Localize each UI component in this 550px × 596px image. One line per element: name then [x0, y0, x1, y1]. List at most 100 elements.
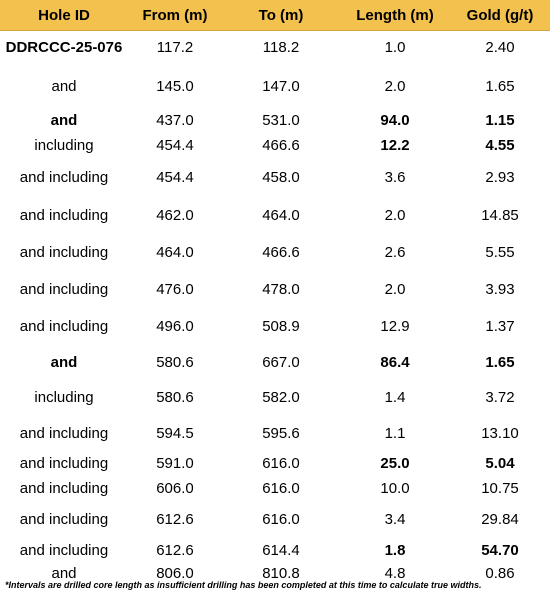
cell-to: 147.0 [262, 77, 300, 95]
cell-length: 1.8 [384, 541, 406, 559]
table-row: including 580.6 582.0 1.4 3.72 [0, 380, 550, 415]
table-row: and including 612.6 616.0 3.4 29.84 [0, 501, 550, 538]
cell-length: 1.4 [384, 389, 406, 406]
cell-length: 4.8 [384, 564, 406, 582]
cell-length: 86.4 [380, 354, 410, 371]
cell-from: 580.6 [156, 389, 194, 406]
table-row: and including 462.0 464.0 2.0 14.85 [0, 196, 550, 234]
cell-gold: 5.04 [485, 455, 515, 472]
cell-hole-id: and [50, 112, 78, 129]
cell-hole-id: and including [19, 281, 109, 298]
cell-gold: 1.15 [485, 112, 515, 129]
cell-gold: 13.10 [481, 424, 519, 442]
cell-to: 616.0 [262, 511, 300, 528]
cell-to: 478.0 [262, 281, 300, 298]
cell-to: 614.4 [262, 541, 300, 559]
table-row: and 437.0 531.0 94.0 1.15 [0, 108, 550, 133]
footnote: *Intervals are drilled core length as in… [5, 580, 482, 590]
cell-from: 606.0 [156, 480, 194, 497]
cell-hole-id: and [51, 564, 77, 582]
table-row: and including 464.0 466.6 2.6 5.55 [0, 234, 550, 271]
cell-to: 582.0 [262, 389, 300, 406]
drill-results-table: Hole ID From (m) To (m) Length (m) Gold … [0, 0, 550, 584]
cell-hole-id: and including [19, 424, 109, 442]
cell-hole-id: and including [19, 511, 109, 528]
cell-from: 117.2 [156, 39, 194, 56]
cell-to: 810.8 [262, 564, 300, 582]
cell-hole-id: including [34, 389, 94, 406]
cell-hole-id: and including [19, 168, 109, 186]
table-row: and including 606.0 616.0 10.0 10.75 [0, 476, 550, 501]
table-row: and 806.0 810.8 4.8 0.86 [0, 562, 550, 584]
cell-length: 12.2 [380, 137, 410, 154]
cell-hole-id: and including [19, 244, 109, 261]
header-length: Length (m) [356, 6, 434, 24]
header-to: To (m) [258, 6, 304, 24]
cell-length: 12.9 [380, 318, 410, 335]
cell-to: 616.0 [262, 480, 300, 497]
cell-length: 2.0 [384, 206, 406, 224]
cell-to: 458.0 [262, 168, 300, 186]
table-row: and 145.0 147.0 2.0 1.65 [0, 64, 550, 108]
cell-gold: 1.37 [485, 318, 515, 335]
header-gold: Gold (g/t) [466, 6, 534, 24]
cell-gold: 10.75 [481, 480, 519, 497]
cell-length: 3.4 [384, 511, 406, 528]
cell-from: 612.6 [156, 511, 194, 528]
cell-hole-id: and including [19, 455, 109, 472]
cell-from: 496.0 [156, 318, 194, 335]
cell-length: 2.0 [384, 281, 406, 298]
table-row: including 454.4 466.6 12.2 4.55 [0, 133, 550, 158]
cell-length: 94.0 [380, 112, 410, 129]
cell-from: 594.5 [156, 424, 194, 442]
cell-hole-id: DDRCCC-25-076 [5, 39, 123, 56]
cell-gold: 54.70 [481, 541, 519, 559]
cell-hole-id: and including [19, 541, 109, 559]
cell-from: 612.6 [156, 541, 194, 559]
cell-gold: 4.55 [485, 137, 515, 154]
table-row: and including 496.0 508.9 12.9 1.37 [0, 308, 550, 345]
cell-gold: 29.84 [481, 511, 519, 528]
cell-gold: 5.55 [485, 244, 515, 261]
cell-gold: 1.65 [485, 77, 515, 95]
cell-to: 667.0 [262, 354, 300, 371]
cell-length: 2.6 [384, 244, 406, 261]
cell-hole-id: and including [19, 480, 109, 497]
cell-to: 531.0 [262, 112, 300, 129]
cell-length: 2.0 [384, 77, 406, 95]
cell-gold: 2.93 [485, 168, 515, 186]
cell-length: 1.0 [384, 39, 406, 56]
table-row: and 580.6 667.0 86.4 1.65 [0, 345, 550, 380]
table-row: and including 476.0 478.0 2.0 3.93 [0, 271, 550, 308]
cell-hole-id: and including [19, 206, 109, 224]
table-row: and including 454.4 458.0 3.6 2.93 [0, 158, 550, 196]
cell-to: 466.6 [262, 244, 300, 261]
header-hole-id: Hole ID [38, 6, 90, 24]
cell-gold: 2.40 [485, 39, 515, 56]
cell-from: 454.4 [156, 137, 194, 154]
cell-gold: 1.65 [485, 354, 515, 371]
cell-to: 595.6 [262, 424, 300, 442]
cell-gold: 0.86 [485, 564, 515, 582]
cell-length: 25.0 [380, 455, 410, 472]
cell-hole-id: and [51, 77, 77, 95]
cell-from: 437.0 [156, 112, 194, 129]
cell-length: 10.0 [380, 480, 410, 497]
cell-gold: 3.93 [485, 281, 515, 298]
table-body: DDRCCC-25-076 117.2 118.2 1.0 2.40 and 145.0 14… [0, 31, 550, 584]
cell-from: 591.0 [156, 455, 194, 472]
cell-to: 616.0 [262, 455, 300, 472]
cell-from: 454.4 [156, 168, 194, 186]
cell-gold: 14.85 [481, 206, 519, 224]
cell-from: 806.0 [156, 564, 194, 582]
table-header-row: Hole ID From (m) To (m) Length (m) Gold … [0, 0, 550, 31]
header-from: From (m) [142, 6, 208, 24]
cell-length: 3.6 [384, 168, 406, 186]
cell-length: 1.1 [384, 424, 406, 442]
cell-hole-id: and [50, 354, 78, 371]
table-row: and including 591.0 616.0 25.0 5.04 [0, 451, 550, 476]
cell-to: 466.6 [262, 137, 300, 154]
cell-to: 464.0 [262, 206, 300, 224]
table-row: DDRCCC-25-076 117.2 118.2 1.0 2.40 [0, 31, 550, 64]
